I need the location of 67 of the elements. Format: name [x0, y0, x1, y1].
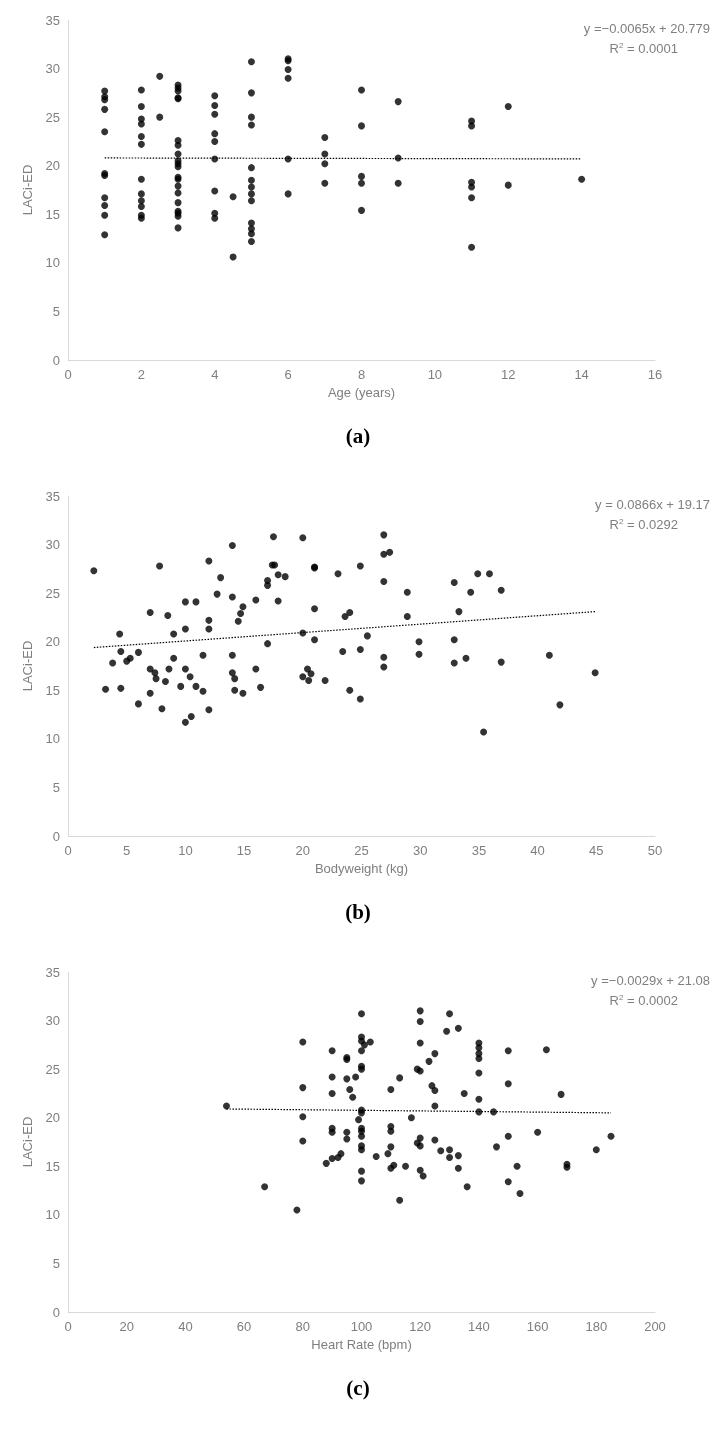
x-tick-label: 40 [178, 1319, 193, 1334]
y-tick-label: 15 [45, 682, 60, 698]
y-tick-label: 25 [45, 585, 60, 601]
y-tick-label: 20 [45, 634, 60, 650]
x-tick-label: 14 [574, 367, 589, 382]
x-tick-label: 10 [427, 367, 443, 382]
x-tick-label: 50 [647, 843, 663, 858]
y-tick-label: 5 [52, 1255, 60, 1271]
x-tick-label: 0 [64, 843, 72, 858]
x-axis-title: Heart Rate (bpm) [311, 1336, 412, 1352]
y-tick-label: 0 [52, 828, 60, 844]
x-tick-label: 160 [526, 1319, 549, 1334]
x-tick-label: 100 [350, 1319, 373, 1334]
y-tick-label: 10 [45, 1207, 60, 1223]
y-tick-label: 15 [45, 1158, 60, 1174]
x-tick-label: 180 [585, 1319, 608, 1334]
y-tick-label: 35 [45, 964, 60, 980]
y-tick-label: 25 [45, 1061, 60, 1077]
y-tick-label: 25 [45, 109, 60, 125]
x-tick-label: 20 [295, 843, 311, 858]
text: (b) [345, 899, 371, 924]
annotation: y =−0.0065x + 20.779 [583, 21, 710, 36]
x-tick-label: 80 [295, 1319, 311, 1334]
y-tick-label: 10 [45, 731, 60, 747]
y-tick-label: 0 [52, 352, 60, 368]
annotation: y =−0.0029x + 21.08 [591, 973, 710, 988]
x-tick-label: 15 [236, 843, 252, 858]
x-tick-label: 10 [178, 843, 193, 858]
x-tick-label: 35 [471, 843, 487, 858]
y-tick-label: 5 [52, 779, 60, 795]
x-tick-label: 30 [412, 843, 428, 858]
x-tick-label: 8 [357, 367, 366, 382]
x-tick-label: 0 [64, 367, 72, 382]
y-tick-label: 10 [45, 255, 60, 271]
x-tick-label: 45 [589, 843, 604, 858]
y-axis-title: LACi-ED [20, 640, 35, 692]
x-tick-label: 2 [137, 367, 145, 382]
text: (c) [346, 1375, 370, 1400]
x-tick-label: 16 [647, 367, 663, 382]
y-axis-title: LACi-ED [20, 164, 35, 216]
x-tick-label: 40 [530, 843, 545, 858]
x-tick-label: 5 [123, 843, 131, 858]
x-tick-label: 0 [64, 1319, 72, 1334]
text: (a) [345, 423, 371, 448]
y-tick-label: 35 [45, 488, 60, 504]
y-tick-label: 30 [45, 537, 60, 553]
x-tick-label: 20 [119, 1319, 134, 1334]
y-tick-label: 20 [45, 1110, 60, 1126]
x-tick-label: 25 [354, 843, 369, 858]
x-tick-label: 60 [236, 1319, 252, 1334]
x-tick-label: 120 [409, 1319, 432, 1334]
y-tick-label: 30 [45, 1013, 60, 1029]
y-tick-label: 20 [45, 158, 60, 174]
y-tick-label: 0 [52, 1304, 60, 1320]
x-tick-label: 140 [468, 1319, 490, 1334]
y-axis-title: LACi-ED [20, 1116, 35, 1168]
y-tick-label: 30 [45, 61, 60, 77]
y-tick-label: 15 [45, 206, 60, 222]
y-tick-label: 35 [45, 12, 60, 28]
x-axis-title: Bodyweight (kg) [314, 860, 409, 876]
x-tick-label: 6 [284, 367, 292, 382]
x-tick-label: 4 [211, 367, 219, 382]
x-axis-title: Age (years) [327, 384, 396, 400]
annotation: y = 0.0866x + 19.17 [595, 497, 711, 512]
x-tick-label: 200 [644, 1319, 666, 1334]
x-tick-label: 12 [501, 367, 516, 382]
y-tick-label: 5 [52, 303, 60, 319]
